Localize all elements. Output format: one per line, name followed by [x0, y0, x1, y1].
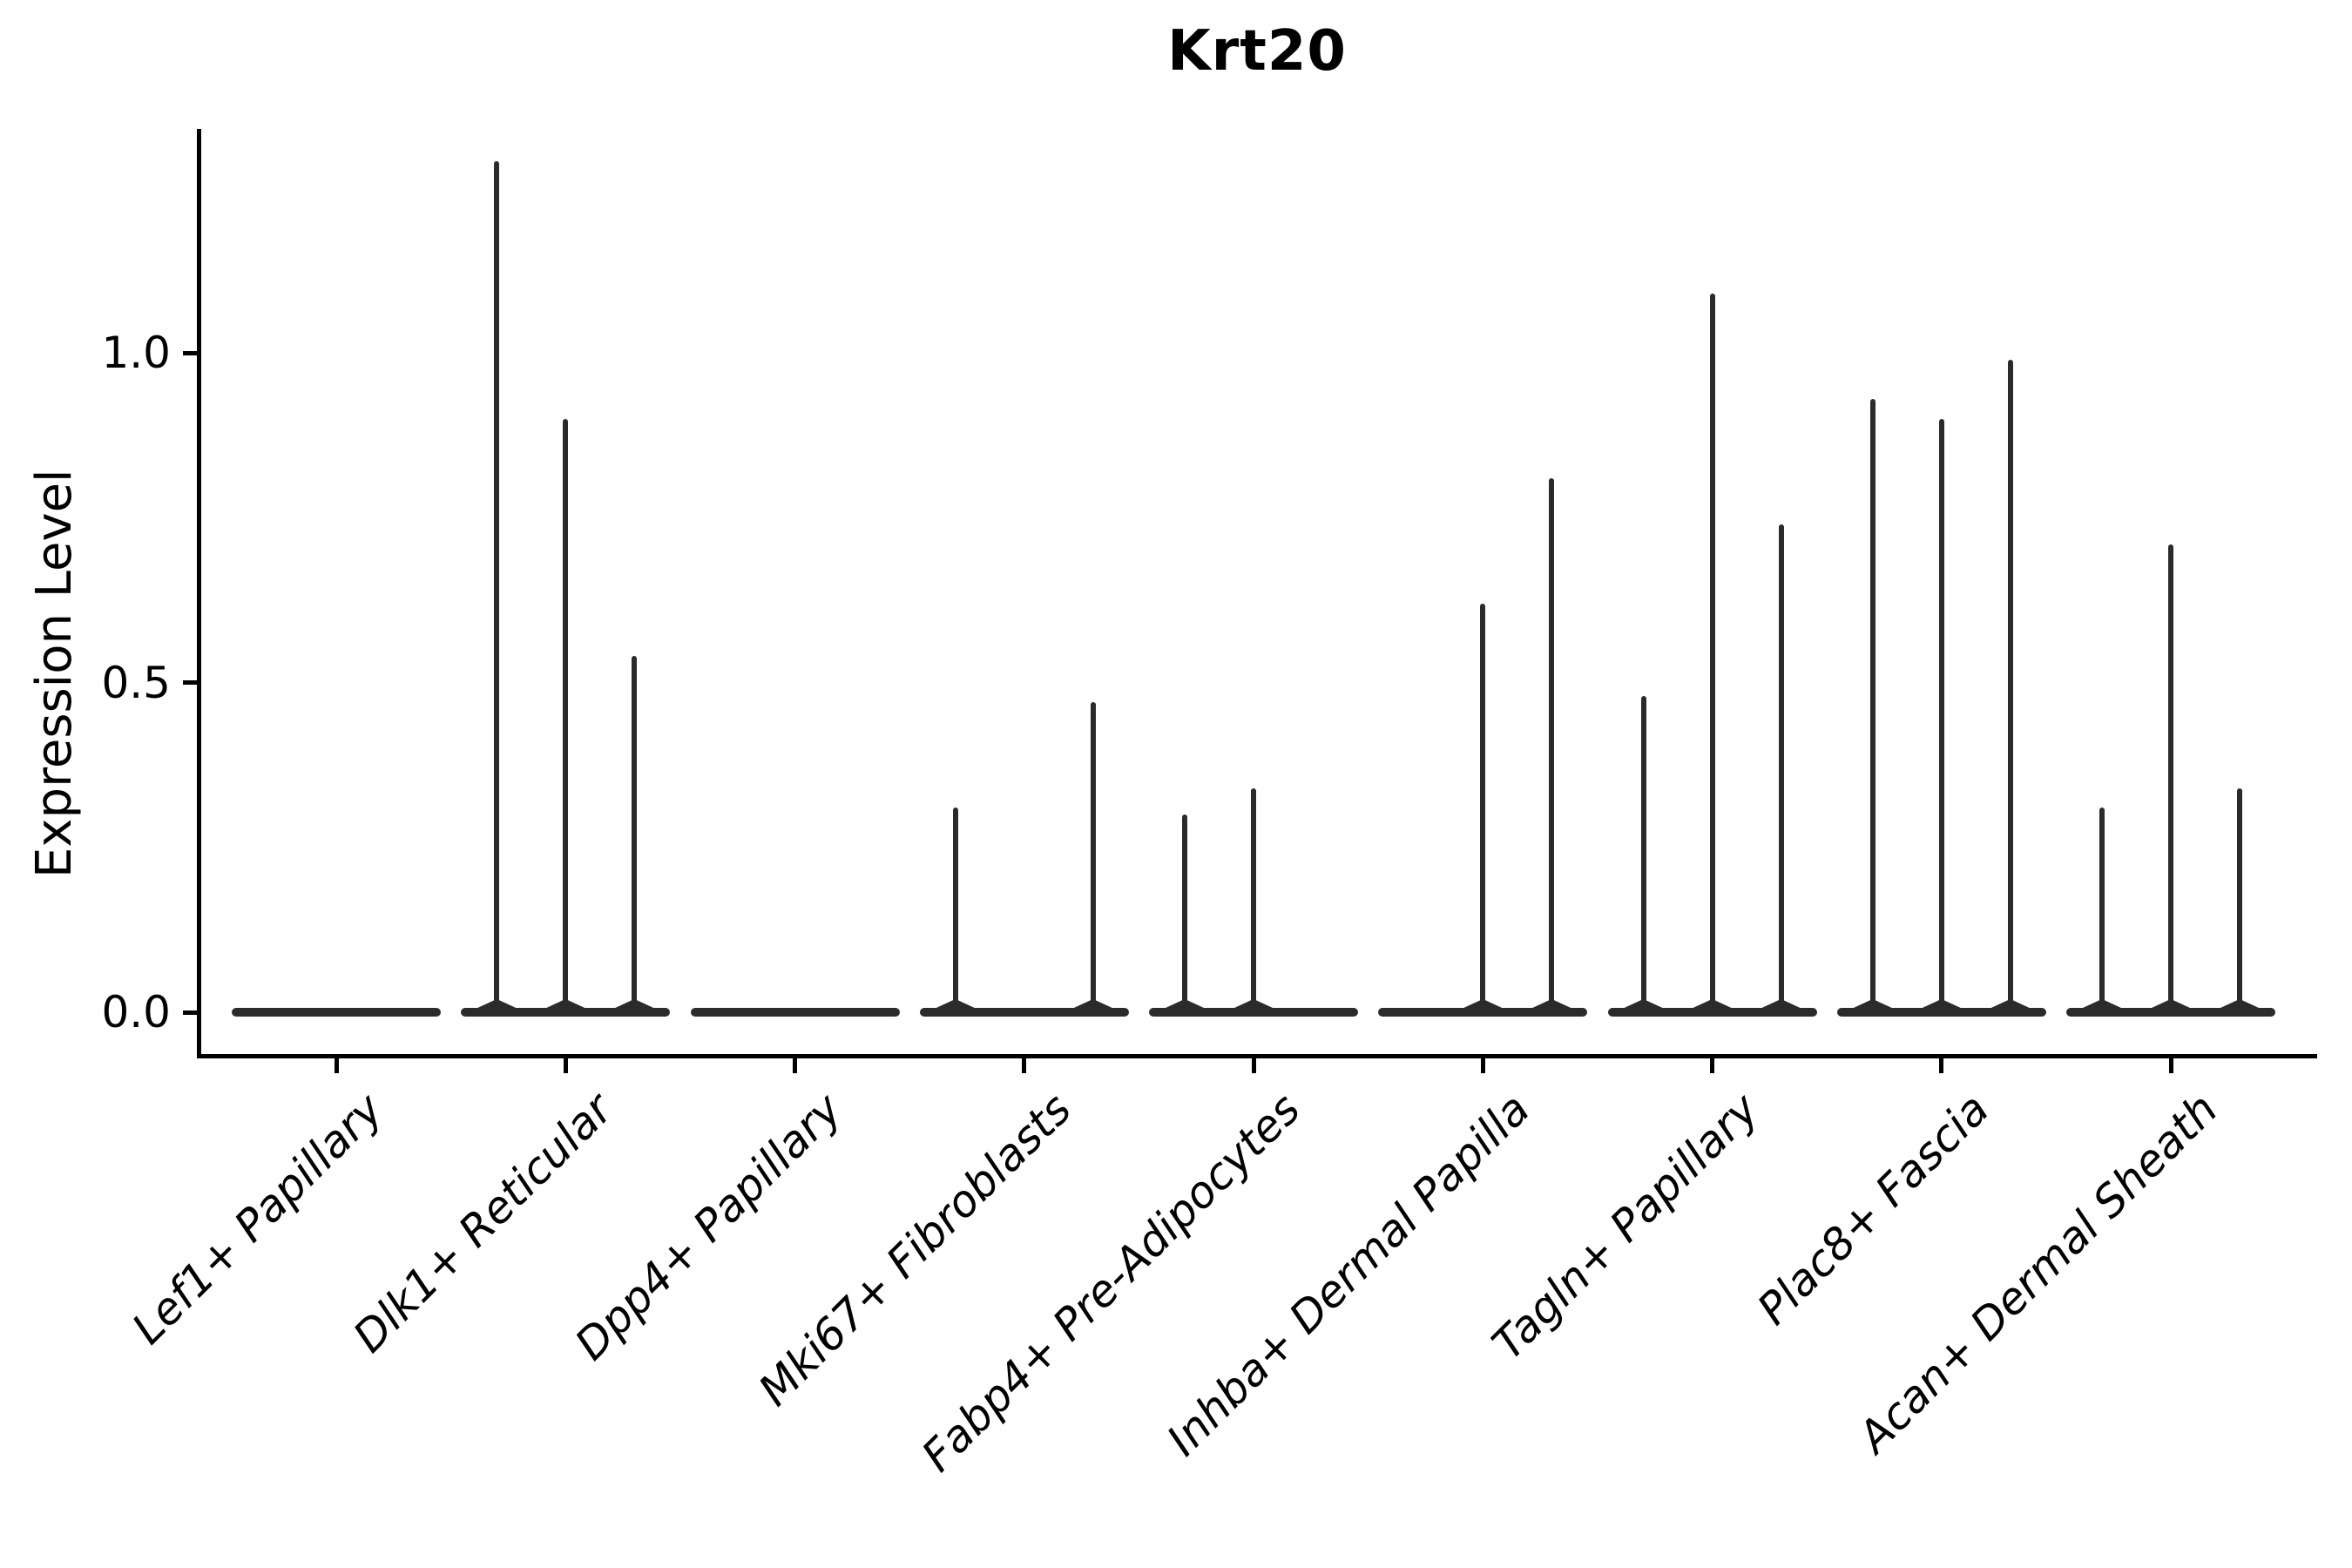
violin-spike — [632, 656, 638, 1012]
x-tick-mark-1 — [334, 1058, 339, 1073]
violin-spike — [2237, 787, 2242, 1012]
violin-baseline — [232, 1008, 441, 1017]
y-tick-mark-0.0 — [183, 1010, 197, 1015]
y-tick-mark-1.0 — [183, 350, 197, 355]
violin-spike — [1480, 603, 1486, 1012]
violin-spike — [952, 808, 958, 1012]
x-tick-label: Lef1+ Papillary — [122, 1084, 394, 1355]
violin-spike — [1090, 702, 1096, 1012]
y-tick-label-0.5: 0.5 — [101, 657, 171, 708]
violin-baseline — [1836, 1008, 2046, 1017]
violin-spike — [1778, 524, 1784, 1012]
violin-spike — [2099, 808, 2105, 1012]
violin-baseline — [1149, 1008, 1358, 1017]
violin-spike — [1869, 398, 1876, 1012]
chart-title: Krt20 — [1167, 19, 1347, 84]
violin-baseline — [461, 1008, 671, 1017]
x-tick-label: Fabp4+ Pre-Adipocytes — [912, 1084, 1311, 1482]
violin-spike — [1709, 293, 1715, 1012]
violin-baseline — [1378, 1008, 1588, 1017]
x-tick-mark-9 — [2168, 1058, 2173, 1073]
violin-baseline — [1607, 1008, 1817, 1017]
violin-spike — [494, 161, 500, 1012]
x-tick-mark-5 — [1251, 1058, 1256, 1073]
violin-spike — [1938, 418, 1944, 1012]
violin-baseline — [919, 1008, 1129, 1017]
x-tick-mark-4 — [1022, 1058, 1027, 1073]
violin-spike — [2007, 359, 2013, 1012]
x-tick-mark-6 — [1480, 1058, 1485, 1073]
x-tick-label: Plac8+ Fascia — [1747, 1084, 1998, 1335]
violin-baseline — [690, 1008, 900, 1017]
violin-spike — [563, 418, 569, 1012]
x-tick-mark-7 — [1710, 1058, 1714, 1073]
y-axis-spine — [197, 129, 201, 1058]
x-tick-label: Inhba+ Dermal Papilla — [1157, 1084, 1540, 1466]
violin-spike — [1251, 787, 1256, 1012]
y-tick-label-0.0: 0.0 — [101, 987, 171, 1037]
violin-baseline — [2066, 1008, 2275, 1017]
y-tick-mark-0.5 — [183, 680, 197, 685]
violin-spike — [1640, 695, 1646, 1012]
violin-spike — [1549, 477, 1555, 1012]
x-tick-mark-2 — [563, 1058, 568, 1073]
x-axis-spine — [197, 1054, 2317, 1058]
violin-spike — [2168, 544, 2173, 1012]
y-tick-label-1.0: 1.0 — [101, 328, 171, 378]
violin-spike — [1182, 814, 1187, 1012]
x-tick-mark-3 — [793, 1058, 797, 1073]
x-tick-mark-8 — [1939, 1058, 1944, 1073]
